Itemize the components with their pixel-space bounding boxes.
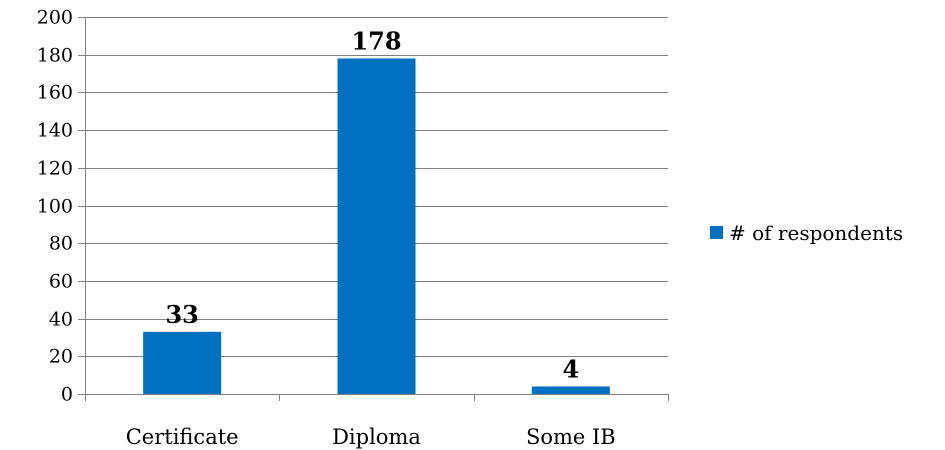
y-tick-label: 120 xyxy=(37,158,73,180)
y-tick-label: 80 xyxy=(49,233,73,255)
y-tick-label: 40 xyxy=(49,309,73,331)
x-category-label: Some IB xyxy=(526,425,616,449)
y-tick-label: 100 xyxy=(37,196,73,218)
bar-some-ib xyxy=(531,386,610,394)
data-label: 178 xyxy=(351,26,401,55)
legend-swatch xyxy=(710,226,723,239)
y-tick-label: 0 xyxy=(61,384,73,406)
axes xyxy=(78,17,669,401)
y-tick-label: 60 xyxy=(49,271,73,293)
x-category-label: Diploma xyxy=(332,425,421,449)
legend: # of respondents xyxy=(710,221,903,245)
bar-diploma xyxy=(337,58,416,394)
bar-certificate xyxy=(143,331,222,394)
y-tick-label: 200 xyxy=(37,7,73,29)
y-tick-label: 160 xyxy=(37,82,73,104)
y-tick-label: 140 xyxy=(37,120,73,142)
y-tick-label: 180 xyxy=(37,45,73,67)
labels: 0 20 40 60 80 100 120 140 160 180 200 Certificate 33… xyxy=(37,7,616,450)
bars xyxy=(143,58,610,394)
x-category-label: Certificate xyxy=(126,425,239,449)
y-tick-label: 20 xyxy=(49,346,73,368)
legend-label: # of respondents xyxy=(729,221,903,245)
data-label: 33 xyxy=(165,300,198,329)
data-label: 4 xyxy=(562,354,579,383)
